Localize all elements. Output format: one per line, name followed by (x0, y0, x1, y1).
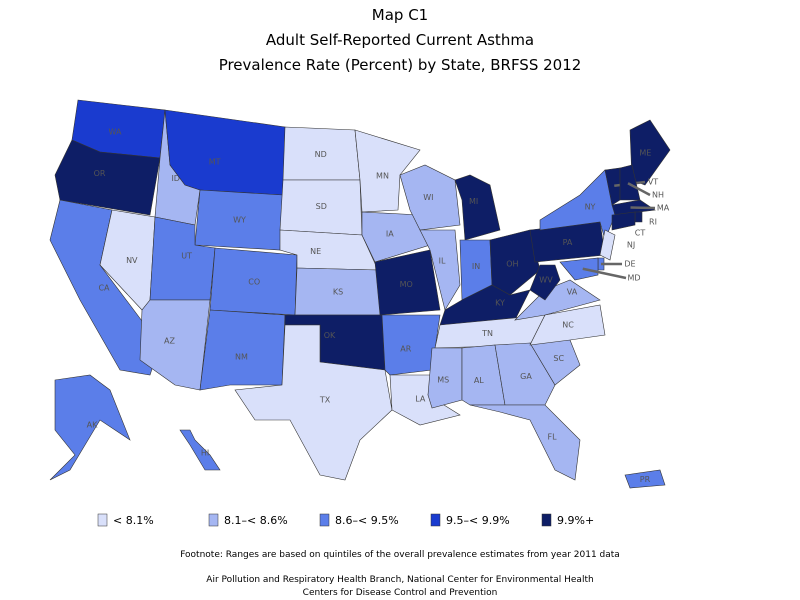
state-label: NJ (627, 241, 635, 250)
state-label: MA (657, 204, 670, 213)
state (419, 229, 461, 311)
state-label: MI (469, 197, 478, 206)
state (54, 139, 161, 216)
state-label: AR (400, 345, 411, 354)
state-label: NM (235, 353, 248, 362)
state-label: AK (87, 421, 98, 430)
state-label: KY (495, 299, 505, 308)
state (164, 109, 286, 196)
legend-swatch (541, 513, 552, 527)
legend-swatch (319, 513, 330, 527)
state-label: SD (316, 202, 327, 211)
state-label: CA (98, 284, 110, 293)
state (559, 257, 599, 281)
legend-swatch (208, 513, 219, 527)
state (539, 169, 616, 241)
state-label: TX (319, 396, 331, 405)
state-label: HI (201, 449, 209, 458)
state (599, 229, 616, 261)
state-label: WI (423, 193, 433, 202)
state (634, 211, 643, 223)
state (399, 164, 461, 231)
state-label: WY (233, 216, 246, 225)
state-label: KS (333, 288, 343, 297)
state (354, 129, 421, 213)
state-label: RI (649, 218, 657, 227)
state-label: CT (635, 229, 646, 238)
state-label: ND (315, 150, 327, 159)
state-label: NE (310, 247, 321, 256)
state-label: NH (652, 191, 664, 200)
state (611, 211, 636, 231)
state-label: LA (415, 395, 426, 404)
state-label: VT (648, 178, 658, 187)
legend-label: 9.5–< 9.9% (446, 514, 510, 527)
state-label: MT (209, 158, 221, 167)
state-label: NV (126, 256, 138, 265)
leader-line (627, 182, 651, 197)
legend: < 8.1% 8.1–< 8.6% 8.6–< 9.5% 9.5–< 9.9% 9.9%… (97, 513, 594, 527)
state (494, 342, 556, 406)
state-label: NC (562, 321, 574, 330)
state-label: MS (437, 375, 449, 384)
state-label: AL (474, 376, 484, 385)
title: Adult Self-Reported Current Asthma (266, 31, 534, 49)
state-label: IN (472, 262, 480, 271)
state-label: VA (567, 288, 578, 297)
legend-swatch (430, 513, 441, 527)
state (199, 309, 286, 391)
credit: Centers for Disease Control and Preventi… (303, 588, 498, 598)
state-label: IA (386, 229, 394, 238)
title: Prevalence Rate (Percent) by State, BRFS… (219, 56, 582, 74)
footnote: Footnote: Ranges are based on quintiles … (180, 550, 620, 560)
legend-label: 8.6–< 9.5% (335, 514, 399, 527)
state-label: MD (627, 274, 640, 283)
state (427, 347, 463, 409)
state-label: PA (563, 238, 573, 247)
state (624, 469, 666, 489)
state-label: CO (248, 278, 260, 287)
state (529, 264, 561, 301)
state-label: WV (539, 276, 553, 285)
state-label: WA (109, 128, 122, 137)
credit: Air Pollution and Respiratory Health Bra… (206, 575, 593, 585)
leader-line (582, 267, 627, 280)
state-label: SC (553, 354, 564, 363)
state-label: TN (481, 329, 493, 338)
state-label: PR (640, 475, 651, 484)
state (469, 404, 581, 481)
state (179, 429, 221, 471)
state-label: IL (439, 257, 446, 266)
state (374, 249, 441, 316)
state-label: OR (94, 169, 106, 178)
legend-label: 8.1–< 8.6% (224, 514, 288, 527)
state-label: MO (400, 280, 413, 289)
state (489, 229, 541, 296)
legend-label: < 8.1% (113, 514, 154, 527)
state-label: ID (171, 174, 180, 183)
state (361, 211, 431, 263)
leader-line (630, 206, 656, 210)
state (529, 304, 606, 346)
state-label: UT (181, 251, 192, 260)
state-label: OH (506, 260, 518, 269)
state-label: ME (639, 149, 651, 158)
state-label: AZ (164, 336, 175, 345)
state-label: DE (624, 260, 635, 269)
state (139, 299, 211, 391)
legend-swatch (97, 513, 108, 527)
state (49, 374, 131, 481)
state-label: MN (376, 172, 389, 181)
title: Map C1 (372, 6, 428, 24)
states: WA OR CA NV ID MT WY UT AZ CO NM ND SD NE KS OK TX MN IA MO… (49, 99, 671, 489)
legend-label: 9.9%+ (557, 514, 594, 527)
state (454, 174, 501, 241)
state-label: FL (547, 433, 557, 442)
state (381, 314, 441, 376)
state-label: OK (324, 331, 336, 340)
state-label: GA (520, 372, 532, 381)
state-label: NY (585, 203, 596, 212)
state (234, 324, 393, 481)
